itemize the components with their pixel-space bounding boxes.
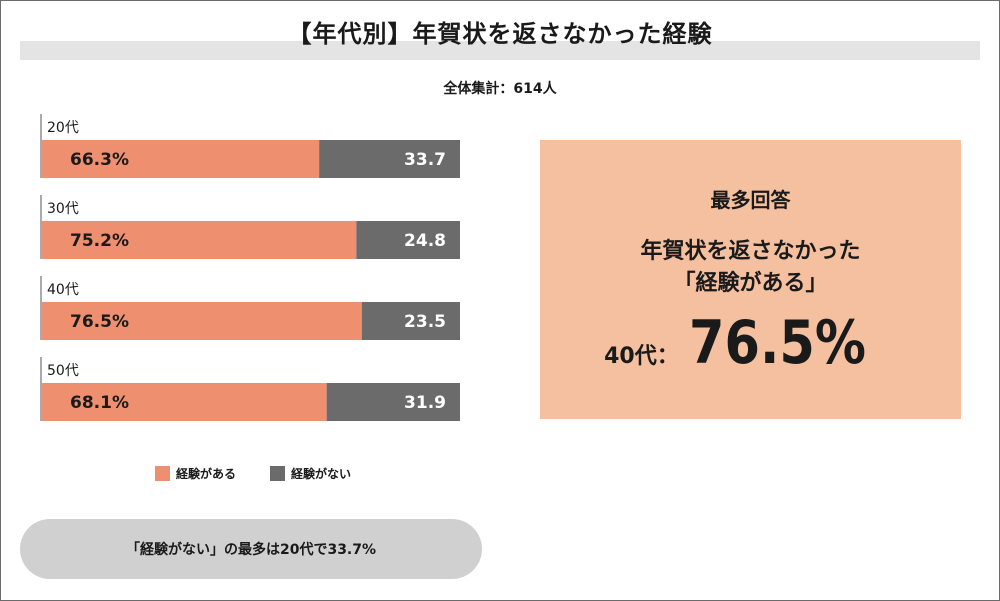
highlight-line1: 年賀状を返さなかった [640,239,861,264]
category-label: 30代 [47,201,79,217]
bar-label-not-experienced: 33.7 [404,150,446,170]
highlight-stat-label: 40代： [604,344,679,369]
bar-experienced [42,140,320,178]
chart-subtitle: 全体集計：614人 [443,81,557,97]
title-band [20,41,980,60]
category-label: 20代 [47,120,79,136]
bar-label-experienced: 75.2% [70,231,129,251]
highlight-heading: 最多回答 [710,188,791,212]
bar-label-not-experienced: 24.8 [404,231,446,251]
legend-swatch-not-experienced [270,466,286,481]
legend-swatch-experienced [155,466,170,481]
bar-label-experienced: 68.1% [70,393,129,413]
bar-not-experienced [356,221,460,259]
bar-not-experienced [319,140,460,178]
legend-label-experienced: 経験がある [176,467,237,481]
category-label: 40代 [47,282,79,298]
bar-label-not-experienced: 23.5 [404,312,446,332]
bar-experienced [42,383,327,421]
highlight-stat-value: 76.5% [688,308,866,378]
highlight-stat: 40代： 76.5% [540,308,961,378]
highlight-box: 最多回答 年賀状を返さなかった 「経験がある」 40代： 76.5% [540,140,961,419]
bar-experienced [42,221,357,259]
chart-title: 【年代別】年賀状を返さなかった経験 [287,20,713,48]
bar-label-experienced: 76.5% [70,312,129,332]
category-label: 50代 [47,363,79,379]
bar-label-experienced: 66.3% [70,150,129,170]
legend-item-not-experienced: 経験がない [270,465,351,482]
legend-label-not-experienced: 経験がない [291,467,352,481]
bar-not-experienced [361,302,460,340]
bar-experienced [42,302,362,340]
highlight-line2: 「経験がある」 [673,271,828,296]
legend-item-experienced: 経験がある [155,465,236,482]
footnote-pill: 「経験がない」の最多は20代で33.7% [20,519,482,579]
bar-not-experienced [326,383,460,421]
bar-label-not-experienced: 31.9 [404,393,446,413]
legend: 経験がある 経験がない [155,465,351,482]
footnote-text: 「経験がない」の最多は20代で33.7% [125,542,377,558]
